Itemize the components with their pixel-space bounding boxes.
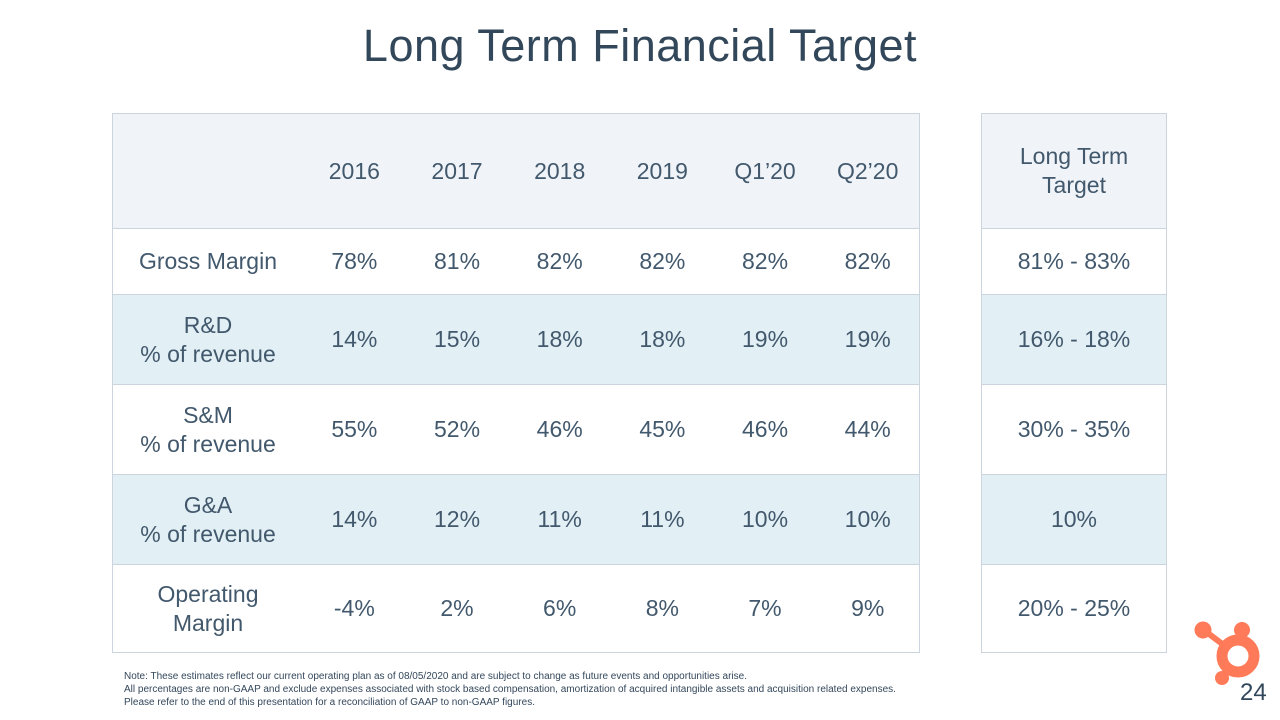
table-value-cell: 12% — [433, 506, 481, 532]
table-value-cell: 2% — [440, 595, 474, 621]
table-row: Operating Margin -4% 2% 6% 8% 7% 9% — [113, 564, 919, 652]
row-label-line: S&M — [183, 401, 233, 428]
table-value-cell: 14% — [331, 326, 378, 352]
table-value-cell: 52% — [433, 416, 481, 442]
target-header-row: Long Term Target — [982, 114, 1166, 228]
column-header-2016: 2016 — [328, 157, 380, 184]
table-value-cell: 8% — [645, 595, 679, 621]
table-value-cell: 11% — [537, 506, 582, 532]
target-header-line-2: Target — [1042, 172, 1106, 198]
row-label: G&A% of revenue — [113, 475, 303, 564]
row-label: Gross Margin — [113, 229, 303, 294]
row-label-line: Margin — [172, 609, 244, 636]
table-value-cell: 19% — [844, 326, 891, 352]
table-row: G&A% of revenue 14% 12% 11% 11% 10% 10% — [113, 474, 919, 564]
table-value-cell: 6% — [543, 595, 577, 621]
row-label-line: % of revenue — [140, 430, 276, 457]
financial-table: 2016 2017 2018 2019 Q1’20 Q2’20 Gross Ma… — [112, 113, 920, 653]
table-row: R&D% of revenue 14% 15% 18% 18% 19% 19% — [113, 294, 919, 384]
table-value-cell: 11% — [640, 506, 685, 532]
target-value-cell: 10% — [1050, 506, 1098, 532]
target-value-cell: 20% - 25% — [1017, 595, 1131, 621]
row-label-line: G&A — [183, 491, 233, 518]
footnote-line-2: All percentages are non-GAAP and exclude… — [124, 684, 896, 695]
long-term-target-table: Long Term Target 81% - 83% 16% - 18% 30% -… — [981, 113, 1167, 653]
target-header-cell: Long Term Target — [982, 114, 1166, 228]
column-header-q2-20: Q2’20 — [837, 157, 899, 184]
footnote-line-3: Please refer to the end of this presenta… — [124, 697, 535, 708]
target-row: 10% — [982, 474, 1166, 564]
table-header-row: 2016 2017 2018 2019 Q1’20 Q2’20 — [113, 114, 919, 228]
footnotes: Note: These estimates reflect our curren… — [124, 670, 984, 709]
row-label-line: % of revenue — [140, 520, 276, 547]
row-label-line: R&D — [183, 311, 233, 338]
table-value-cell: 18% — [639, 326, 686, 352]
row-label: Operating Margin — [113, 565, 303, 652]
target-row: 30% - 35% — [982, 384, 1166, 474]
column-header-q1-20: Q1’20 — [734, 157, 796, 184]
table-value-cell: 7% — [748, 595, 782, 621]
target-row: 16% - 18% — [982, 294, 1166, 384]
table-value-cell: 44% — [844, 416, 891, 442]
target-row: 20% - 25% — [982, 564, 1166, 652]
table-value-cell: 10% — [844, 506, 891, 532]
row-label: R&D% of revenue — [113, 295, 303, 384]
footnote-line-1: Note: These estimates reflect our curren… — [124, 671, 747, 682]
table-row: Gross Margin 78% 81% 82% 82% 82% 82% — [113, 228, 919, 294]
table-value-cell: 82% — [844, 248, 891, 274]
table-value-cell: 46% — [536, 416, 583, 442]
target-value-cell: 30% - 35% — [1017, 416, 1131, 442]
table-row: S&M% of revenue 55% 52% 46% 45% 46% 44% — [113, 384, 919, 474]
table-value-cell: 19% — [742, 326, 789, 352]
table-value-cell: 18% — [536, 326, 583, 352]
target-row: 81% - 83% — [982, 228, 1166, 294]
row-label-line: Gross Margin — [138, 248, 278, 274]
table-value-cell: 46% — [742, 416, 789, 442]
table-value-cell: 9% — [851, 595, 885, 621]
row-label: S&M% of revenue — [113, 385, 303, 474]
column-header-2017: 2017 — [431, 157, 483, 184]
table-value-cell: 82% — [536, 248, 583, 274]
table-value-cell: 78% — [331, 248, 378, 274]
table-value-cell: -4% — [333, 595, 375, 621]
table-value-cell: 45% — [639, 416, 686, 442]
row-label-line: % of revenue — [140, 340, 276, 367]
table-value-cell: 10% — [742, 506, 789, 532]
column-header-2019: 2019 — [636, 157, 688, 184]
target-header-line-1: Long Term — [1019, 143, 1129, 169]
table-value-cell: 82% — [742, 248, 789, 274]
target-value-cell: 16% - 18% — [1017, 326, 1131, 352]
header-spacer-cell — [113, 114, 303, 228]
page-title: Long Term Financial Target — [362, 20, 918, 71]
target-value-cell: 81% - 83% — [1017, 248, 1131, 274]
table-value-cell: 15% — [433, 326, 481, 352]
table-value-cell: 82% — [639, 248, 686, 274]
table-value-cell: 81% — [433, 248, 481, 274]
row-label-line: Operating — [157, 580, 259, 607]
hubspot-sprocket-logo — [1194, 621, 1260, 685]
page-number: 24 — [1240, 679, 1267, 706]
table-value-cell: 14% — [331, 506, 378, 532]
table-value-cell: 55% — [331, 416, 378, 442]
column-header-2018: 2018 — [534, 157, 586, 184]
